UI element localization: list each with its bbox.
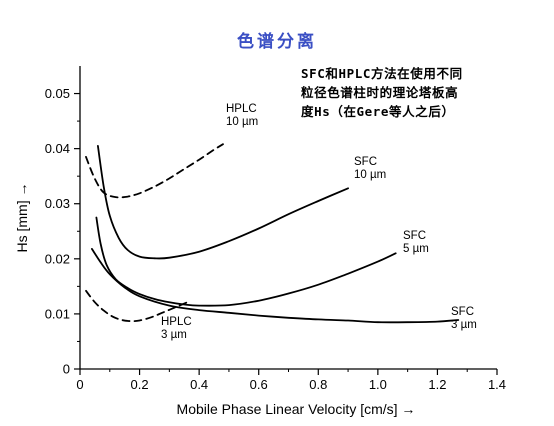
series-label: 3 µm <box>161 329 187 341</box>
x-tick-label: 1.2 <box>428 377 446 392</box>
x-tick-label: 0.6 <box>250 377 268 392</box>
y-tick-label: 0.01 <box>45 306 70 321</box>
annotation-block: SFC和HPLC方法在使用不同 粒径色谱柱时的理论塔板高 度Hs（在Gere等人… <box>301 64 529 121</box>
chart-title-wrap: 色谱分离 <box>0 27 554 52</box>
series-label: 5 µm <box>403 243 429 255</box>
series-label: SFC <box>451 306 474 318</box>
x-tick-label: 1.0 <box>369 377 387 392</box>
y-tick-label: 0.05 <box>45 86 70 101</box>
x-tick-label: 0 <box>76 377 83 392</box>
series-line-3 <box>97 145 349 260</box>
y-tick-label: 0.04 <box>45 141 70 156</box>
x-tick-label: 0.2 <box>131 377 149 392</box>
series-label: HPLC <box>161 316 192 328</box>
series-label: 10 µm <box>226 116 258 128</box>
annotation-line: 度Hs（在Gere等人之后） <box>301 104 455 119</box>
x-tick-label: 0.4 <box>190 377 208 392</box>
x-axis-title: Mobile Phase Linear Velocity [cm/s] → <box>177 401 416 417</box>
y-axis-title: Hs [mm] → <box>14 183 30 253</box>
series-line-5 <box>91 248 460 324</box>
chart-title: 色谱分离 <box>237 32 317 52</box>
annotation-line: 粒径色谱柱时的理论塔板高 <box>301 85 459 100</box>
series-line-2 <box>85 289 189 323</box>
y-tick-label: 0.02 <box>45 251 70 266</box>
x-tick-label: 1.4 <box>488 377 506 392</box>
y-tick-label: 0 <box>63 362 70 377</box>
y-tick-label: 0.03 <box>45 196 70 211</box>
series-label: 3 µm <box>451 319 477 331</box>
x-tick-label: 0.8 <box>309 377 327 392</box>
series-label: SFC <box>403 230 426 242</box>
series-label: 10 µm <box>354 169 386 181</box>
series-line-1 <box>85 143 224 199</box>
series-line-4 <box>95 216 397 307</box>
annotation-line: SFC和HPLC方法在使用不同 <box>301 66 463 81</box>
series-label: SFC <box>354 156 377 168</box>
series-label: HPLC <box>226 103 257 115</box>
